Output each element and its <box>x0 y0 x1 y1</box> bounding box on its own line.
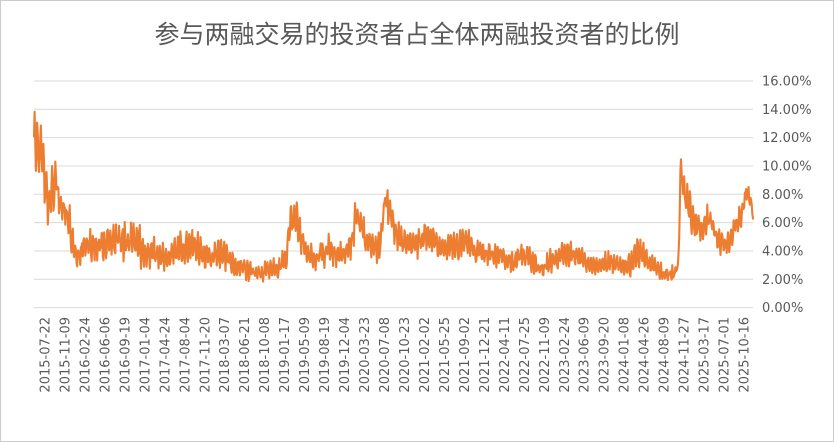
x-tick-label: 2021-02-02 <box>418 317 433 393</box>
y-tick-label: 16.00% <box>762 75 812 90</box>
x-tick-label: 2018-06-21 <box>238 317 253 393</box>
x-tick-label: 2020-07-08 <box>378 317 393 393</box>
x-tick-label: 2025-10-16 <box>738 317 753 393</box>
y-tick-label: 2.00% <box>762 273 803 288</box>
x-tick-label: 2018-10-08 <box>258 317 273 393</box>
x-tick-label: 2023-09-20 <box>598 317 613 393</box>
x-tick-label: 2019-12-04 <box>338 317 353 393</box>
y-tick-label: 8.00% <box>762 188 803 203</box>
y-tick-label: 12.00% <box>762 131 812 146</box>
y-tick-label: 0.00% <box>762 301 803 316</box>
x-tick-label: 2024-11-27 <box>678 317 693 393</box>
x-tick-label: 2024-08-09 <box>658 317 673 393</box>
x-tick-label: 2015-11-09 <box>59 317 74 393</box>
x-tick-label: 2020-10-23 <box>398 317 413 393</box>
x-tick-label: 2015-07-22 <box>39 317 54 393</box>
x-tick-label: 2020-03-23 <box>358 317 373 393</box>
x-tick-label: 2022-04-11 <box>498 317 513 393</box>
x-tick-label: 2017-11-20 <box>198 317 213 393</box>
chart-title: 参与两融交易的投资者占全体两融投资者的比例 <box>154 20 679 49</box>
y-tick-label: 10.00% <box>762 160 812 175</box>
x-tick-label: 2016-02-24 <box>78 317 93 393</box>
x-tick-label: 2022-11-09 <box>538 317 553 393</box>
x-tick-label: 2021-12-21 <box>478 317 493 393</box>
x-tick-label: 2017-08-04 <box>178 317 193 393</box>
y-tick-label: 14.00% <box>762 103 812 118</box>
y-tick-label: 4.00% <box>762 245 803 260</box>
x-tick-label: 2019-05-09 <box>298 317 313 393</box>
x-axis-tick-labels: 2015-07-22 2015-11-09 2016-02-24 2016-06-06… <box>39 317 753 393</box>
x-tick-label: 2017-04-24 <box>158 317 173 393</box>
x-tick-label: 2019-01-17 <box>278 317 293 393</box>
gridlines <box>34 80 753 309</box>
series-line <box>32 110 755 283</box>
x-tick-label: 2019-08-19 <box>318 317 333 393</box>
x-tick-label: 2021-09-02 <box>458 317 473 393</box>
y-tick-label: 6.00% <box>762 216 803 231</box>
x-tick-label: 2023-02-24 <box>558 317 573 393</box>
x-tick-label: 2021-05-25 <box>438 317 453 393</box>
x-tick-label: 2023-06-09 <box>578 317 593 393</box>
y-axis-tick-labels: 0.00% 2.00% 4.00% 6.00% 8.00% 10.00% 12.00% 14.… <box>762 75 812 317</box>
x-tick-label: 2016-06-06 <box>98 317 113 393</box>
x-tick-label: 2025-03-17 <box>698 317 713 393</box>
x-tick-label: 2024-04-26 <box>638 317 653 393</box>
x-tick-label: 2018-03-07 <box>218 317 233 393</box>
x-tick-label: 2025-07-01 <box>718 317 733 393</box>
x-tick-label: 2024-01-08 <box>618 317 633 393</box>
x-tick-label: 2016-09-19 <box>118 317 133 393</box>
x-tick-label: 2022-07-25 <box>518 317 533 393</box>
x-tick-label: 2017-01-04 <box>138 317 153 393</box>
